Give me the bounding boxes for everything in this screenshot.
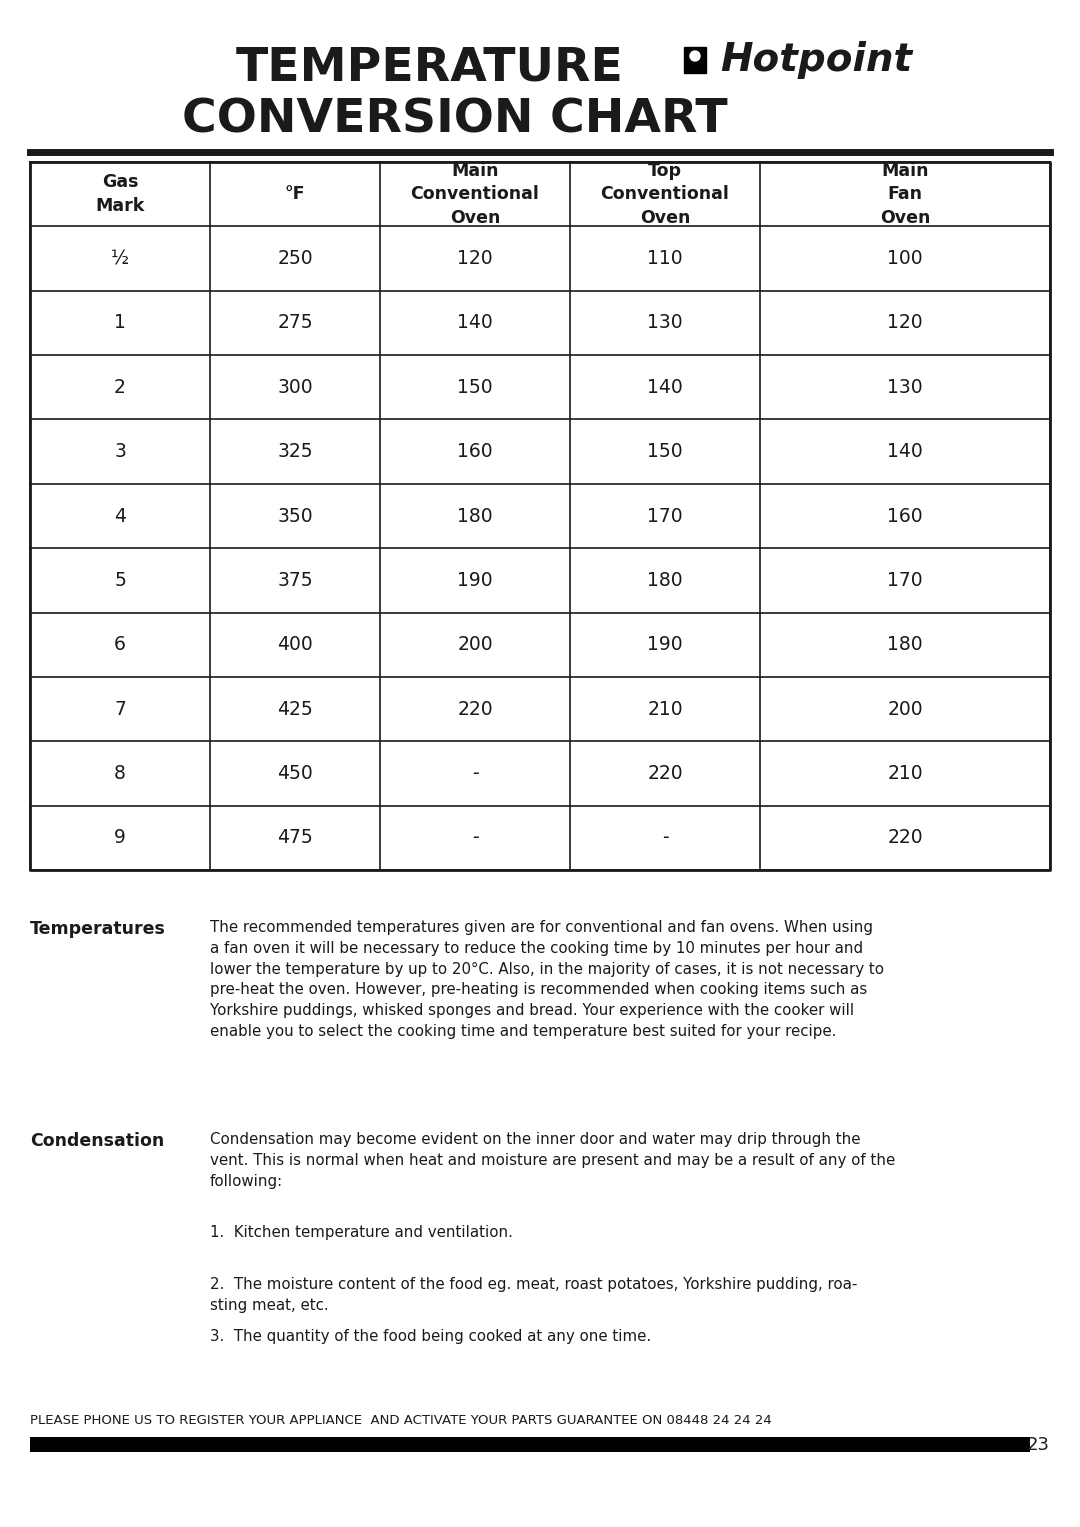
Text: 23: 23 — [1027, 1435, 1050, 1454]
Text: 300: 300 — [278, 377, 313, 397]
Text: 210: 210 — [647, 699, 683, 719]
Text: 190: 190 — [457, 571, 492, 589]
Text: 160: 160 — [887, 507, 922, 525]
Text: 130: 130 — [887, 377, 922, 397]
Text: 5: 5 — [114, 571, 126, 589]
Text: Main
Fan
Oven: Main Fan Oven — [880, 162, 930, 228]
Text: 2: 2 — [114, 377, 126, 397]
Text: 200: 200 — [887, 699, 922, 719]
Text: -: - — [472, 828, 478, 847]
Text: 180: 180 — [647, 571, 683, 589]
Text: 325: 325 — [278, 443, 313, 461]
Bar — [684, 47, 706, 73]
Text: 140: 140 — [887, 443, 923, 461]
Text: 160: 160 — [457, 443, 492, 461]
Text: 7: 7 — [114, 699, 126, 719]
Text: 1: 1 — [114, 313, 126, 333]
Text: 2.  The moisture content of the food eg. meat, roast potatoes, Yorkshire pudding: 2. The moisture content of the food eg. … — [210, 1277, 858, 1313]
Text: 275: 275 — [278, 313, 313, 333]
Text: 170: 170 — [647, 507, 683, 525]
Text: 100: 100 — [887, 249, 922, 269]
Circle shape — [690, 50, 700, 61]
Text: 220: 220 — [647, 764, 683, 783]
Text: 8: 8 — [114, 764, 126, 783]
Text: -: - — [472, 764, 478, 783]
Text: 3: 3 — [114, 443, 126, 461]
Text: 170: 170 — [887, 571, 922, 589]
Bar — [30, 162, 1050, 870]
Text: 200: 200 — [457, 635, 492, 654]
Text: Temperatures: Temperatures — [30, 919, 166, 938]
Text: 150: 150 — [457, 377, 492, 397]
Text: 350: 350 — [278, 507, 313, 525]
Text: Condensation: Condensation — [30, 1132, 164, 1150]
Text: Hotpoint: Hotpoint — [720, 41, 913, 79]
Text: 425: 425 — [278, 699, 313, 719]
Text: -: - — [662, 828, 669, 847]
Bar — [30, 1437, 1030, 1452]
Text: °F: °F — [285, 185, 306, 203]
Text: 120: 120 — [457, 249, 492, 269]
Text: PLEASE PHONE US TO REGISTER YOUR APPLIANCE  AND ACTIVATE YOUR PARTS GUARANTEE ON: PLEASE PHONE US TO REGISTER YOUR APPLIAN… — [30, 1414, 772, 1426]
Text: 190: 190 — [647, 635, 683, 654]
Text: Main
Conventional
Oven: Main Conventional Oven — [410, 162, 539, 228]
Text: 220: 220 — [457, 699, 492, 719]
Text: 4: 4 — [114, 507, 126, 525]
Text: 400: 400 — [278, 635, 313, 654]
Text: 140: 140 — [647, 377, 683, 397]
Text: Condensation may become evident on the inner door and water may drip through the: Condensation may become evident on the i… — [210, 1132, 895, 1188]
Text: 110: 110 — [647, 249, 683, 269]
Text: 180: 180 — [457, 507, 492, 525]
Text: 150: 150 — [647, 443, 683, 461]
Text: 6: 6 — [114, 635, 126, 654]
Text: 475: 475 — [278, 828, 313, 847]
Text: 375: 375 — [278, 571, 313, 589]
Text: 9: 9 — [114, 828, 126, 847]
Text: 120: 120 — [887, 313, 922, 333]
Text: 140: 140 — [457, 313, 492, 333]
Text: Top
Conventional
Oven: Top Conventional Oven — [600, 162, 729, 228]
Text: The recommended temperatures given are for conventional and fan ovens. When usin: The recommended temperatures given are f… — [210, 919, 885, 1038]
Text: 3.  The quantity of the food being cooked at any one time.: 3. The quantity of the food being cooked… — [210, 1328, 651, 1344]
Text: 180: 180 — [887, 635, 922, 654]
Text: 210: 210 — [887, 764, 922, 783]
Text: 220: 220 — [887, 828, 922, 847]
Text: 250: 250 — [278, 249, 313, 269]
Text: 130: 130 — [647, 313, 683, 333]
Text: 1.  Kitchen temperature and ventilation.: 1. Kitchen temperature and ventilation. — [210, 1225, 513, 1240]
Text: Gas
Mark: Gas Mark — [95, 174, 145, 215]
Text: ½: ½ — [111, 249, 130, 269]
Text: TEMPERATURE: TEMPERATURE — [237, 46, 624, 90]
Text: 450: 450 — [278, 764, 313, 783]
Text: CONVERSION CHART: CONVERSION CHART — [183, 98, 728, 142]
